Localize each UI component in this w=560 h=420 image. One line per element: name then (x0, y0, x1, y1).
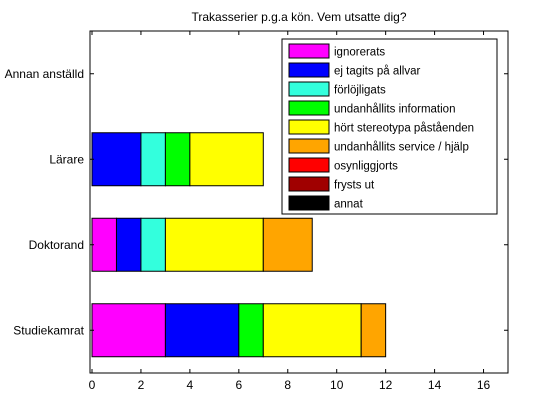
x-tick-label: 8 (284, 378, 291, 392)
bar-segment-1-5 (262, 217, 313, 272)
y-tick-label: Lärare (49, 152, 84, 166)
chart-title: Trakasserier p.g.a kön. Vem utsatte dig? (192, 10, 407, 24)
y-tick-label: Doktorand (29, 238, 84, 252)
bar-segment-1-4 (164, 217, 264, 272)
bar-segment-0-5 (360, 303, 387, 358)
legend-label: osynliggjorts (334, 161, 398, 173)
bars-layer (91, 132, 387, 358)
bar-segment-1-0 (91, 217, 117, 272)
x-tick-label: 0 (89, 378, 96, 392)
x-tick-label: 16 (477, 378, 491, 392)
plot-area (89, 30, 509, 374)
legend-swatch (288, 176, 330, 192)
legend-label: undanhållits information (334, 104, 455, 116)
legend-label: ej tagits på allvar (334, 66, 420, 78)
legend-swatch (288, 195, 330, 211)
legend-swatch (288, 100, 330, 116)
x-axis: 0 2 4 6 8 10 12 14 16 (89, 31, 491, 392)
legend-label: annat (334, 199, 364, 211)
legend-label: förlöjligats (334, 85, 386, 97)
legend-swatch (288, 119, 330, 135)
x-tick-label: 12 (379, 378, 393, 392)
bar-segment-0-3 (238, 303, 264, 358)
bar-segment-2-4 (189, 132, 264, 187)
x-tick-label: 2 (138, 378, 145, 392)
bar-segment-0-0 (91, 303, 166, 358)
legend-label: frysts ut (334, 180, 375, 192)
legend-label: hört stereotypa påståenden (334, 123, 474, 135)
bar-segment-0-1 (164, 303, 240, 358)
legend-swatch (288, 43, 330, 59)
legend-swatch (288, 157, 330, 173)
bar-segment-1-1 (115, 217, 142, 272)
y-tick-label: Studiekamrat (13, 323, 84, 337)
x-tick-label: 10 (330, 378, 344, 392)
legend-label: ignorerats (334, 47, 385, 59)
x-tick-label: 4 (187, 378, 194, 392)
bar-segment-0-4 (262, 303, 362, 358)
x-tick-label: 14 (428, 378, 442, 392)
bar-segment-2-1 (91, 132, 142, 187)
bar-segment-2-3 (164, 132, 191, 187)
y-axis: Studiekamrat Doktorand Lärare Annan anställ… (5, 67, 508, 337)
bar-segment-2-2 (140, 132, 166, 187)
bar-segment-1-2 (140, 217, 166, 272)
legend: ignorerats ej tagits på allvar förlöjligat… (281, 38, 498, 215)
x-tick-label: 6 (235, 378, 242, 392)
y-tick-label: Annan anställd (5, 67, 84, 81)
legend-swatch (288, 62, 330, 78)
legend-swatch (288, 138, 330, 154)
legend-label: undanhållits service / hjälp (334, 142, 469, 154)
legend-swatch (288, 81, 330, 97)
